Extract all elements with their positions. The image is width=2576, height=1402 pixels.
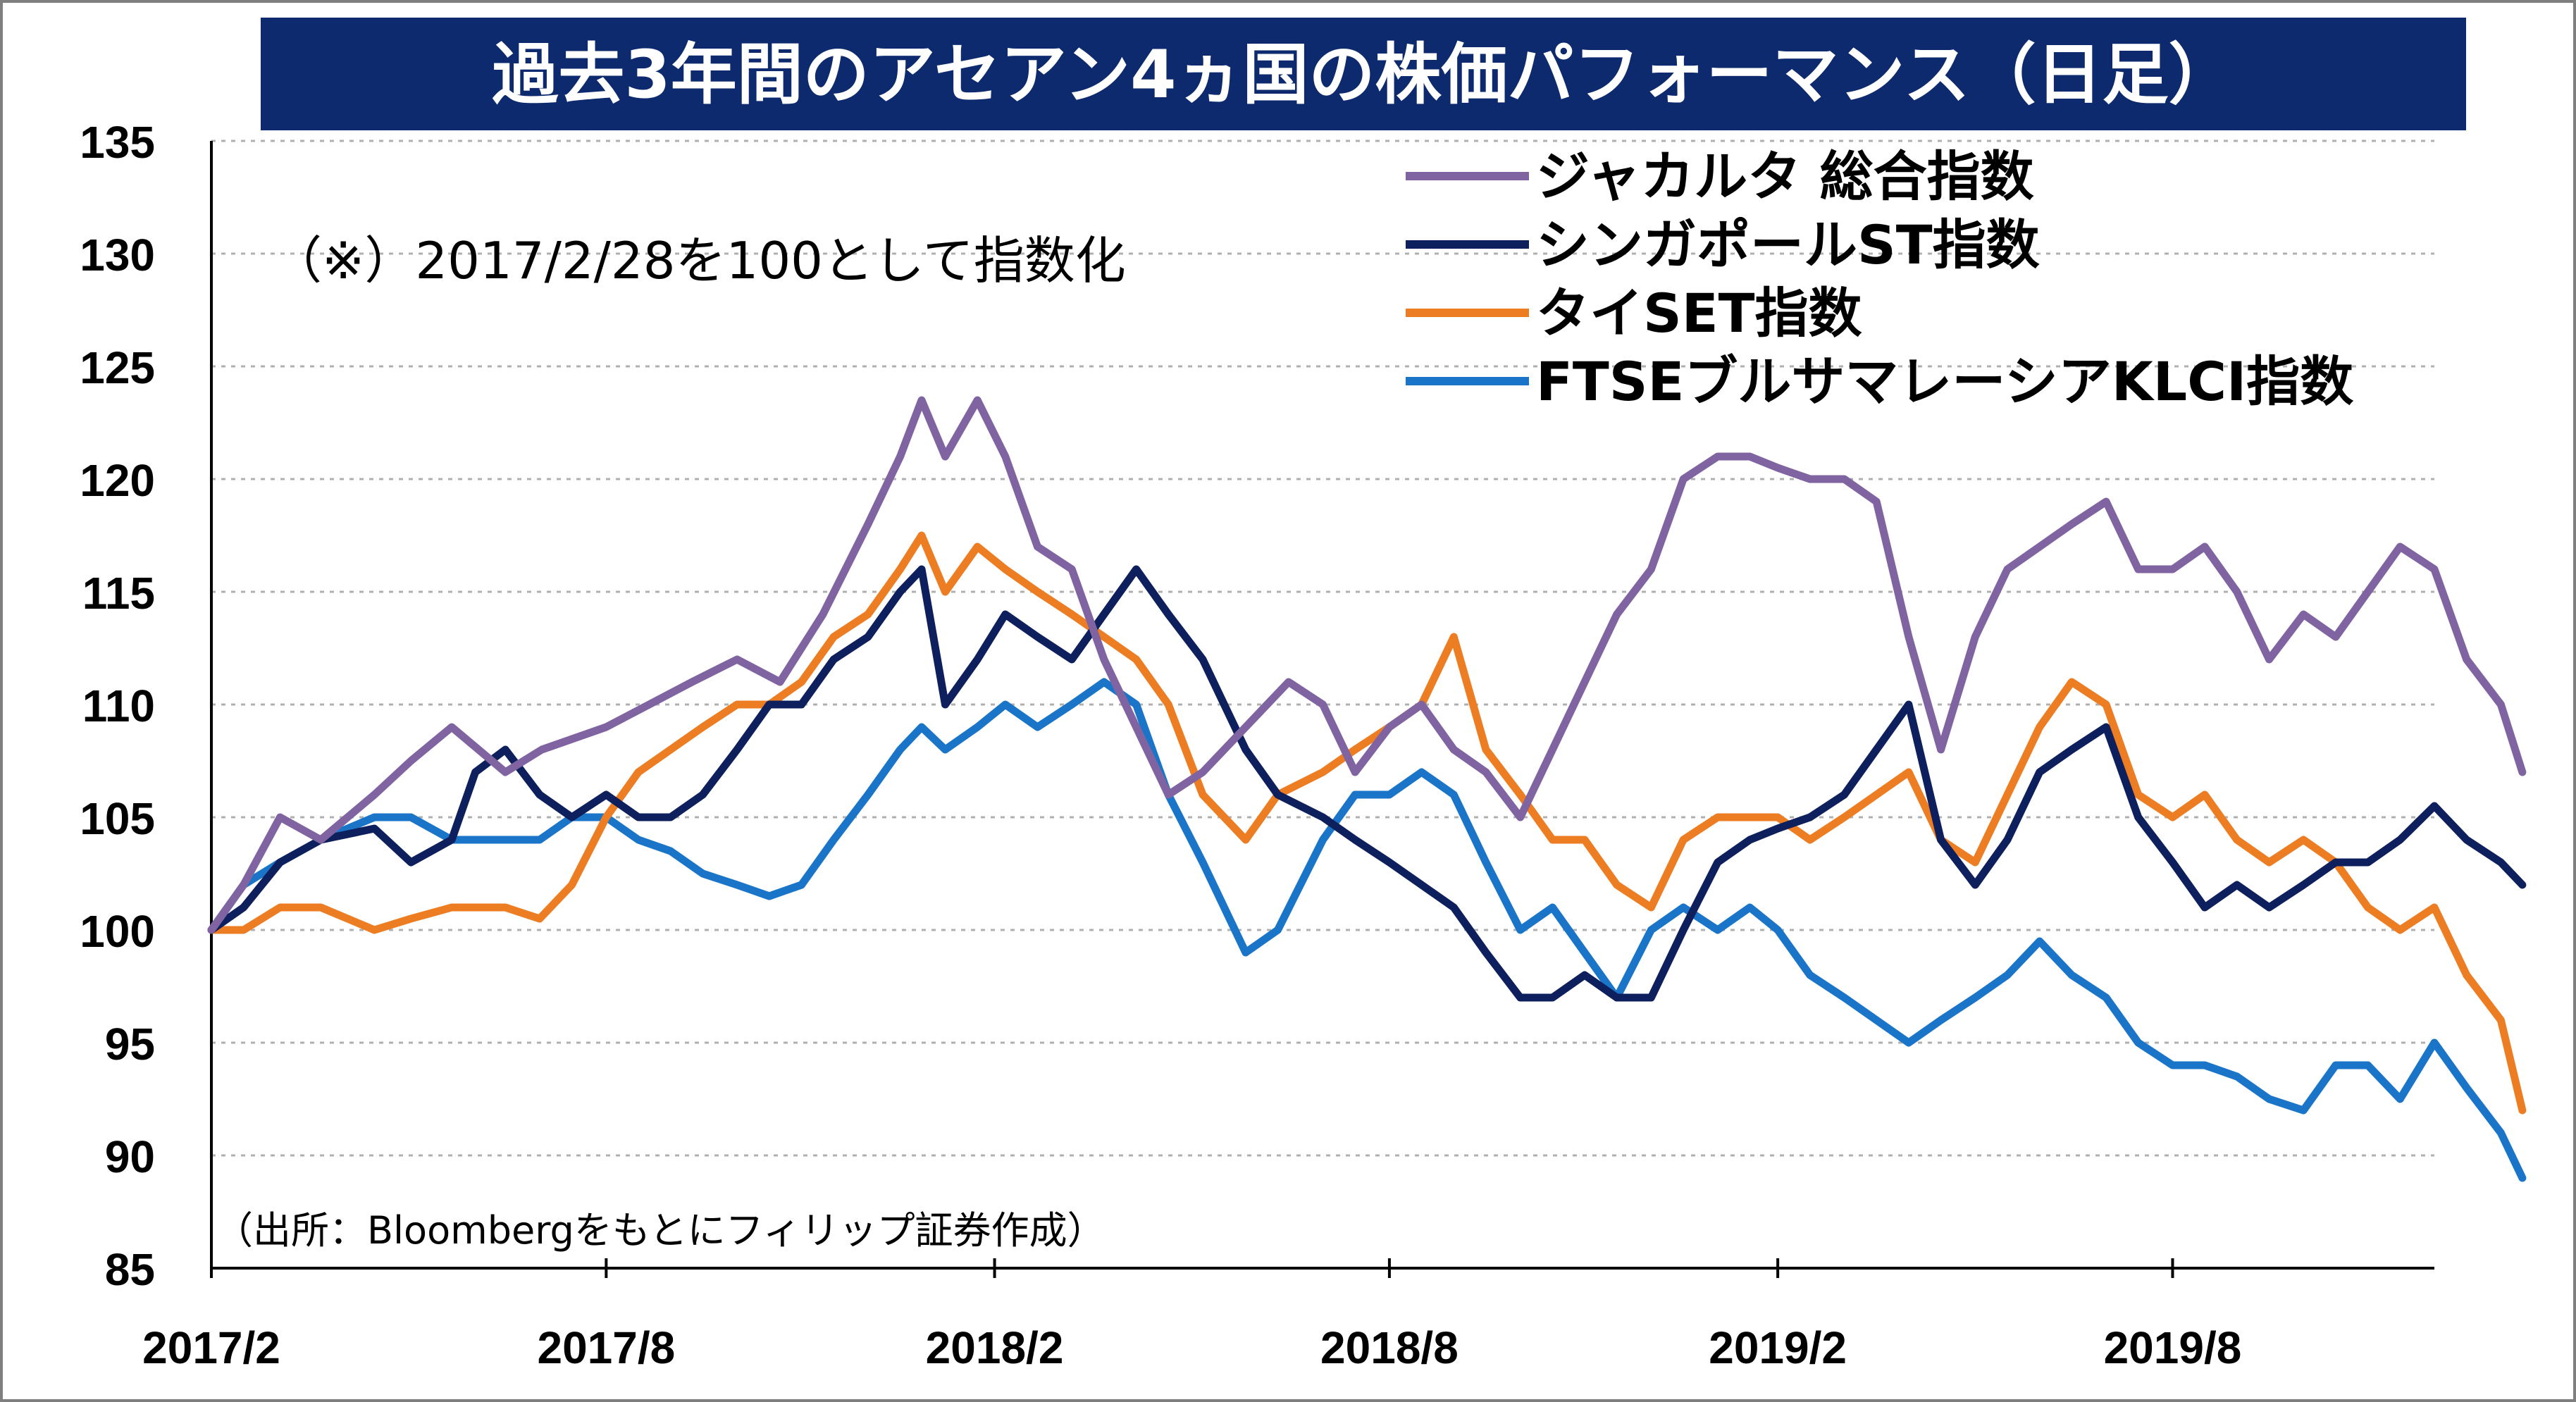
source-note: （出所：Bloombergをもとにフィリップ証券作成） xyxy=(215,1208,1106,1253)
series-line xyxy=(207,565,2527,1002)
y-axis: 85 90 95 100 105 110 115 120 125 130 135 xyxy=(80,117,2434,1295)
y-tick-label: 125 xyxy=(80,342,155,393)
series-lines xyxy=(207,396,2527,1182)
x-tick-label: 2018/2 xyxy=(926,1322,1064,1373)
legend-label: タイSET指数 xyxy=(1536,282,1862,345)
y-tick-label: 130 xyxy=(80,230,155,280)
y-tick-label: 120 xyxy=(80,455,155,506)
y-tick-label: 90 xyxy=(105,1131,155,1182)
x-tick-label: 2019/2 xyxy=(1709,1322,1847,1373)
index-note: （※）2017/2/28を100として指数化 xyxy=(271,231,1126,290)
y-tick-label: 110 xyxy=(82,681,155,731)
y-tick-label: 85 xyxy=(105,1244,155,1295)
x-axis: 2017/2 2017/8 2018/2 2018/8 2019/2 2019/8 xyxy=(142,1258,2241,1373)
y-tick-label: 95 xyxy=(105,1019,155,1069)
series-line xyxy=(207,396,2527,934)
y-tick-label: 105 xyxy=(80,793,155,844)
y-tick-label: 100 xyxy=(80,906,155,957)
series-line xyxy=(207,678,2527,1182)
title-banner xyxy=(261,18,2466,130)
y-tick-label: 135 xyxy=(80,117,155,168)
legend: ジャカルタ 総合指数シンガポールST指数タイSET指数FTSEブルサマレーシアK… xyxy=(1406,145,2353,413)
x-tick-label: 2018/8 xyxy=(1320,1322,1459,1373)
y-tick-label: 115 xyxy=(82,568,155,619)
chart-title: 過去3年間のアセアン4ヵ国の株価パフォーマンス（日足） xyxy=(492,37,2234,113)
legend-label: シンガポールST指数 xyxy=(1536,213,2040,276)
x-tick-label: 2017/2 xyxy=(142,1322,280,1373)
x-tick-label: 2019/8 xyxy=(2104,1322,2242,1373)
x-tick-label: 2017/8 xyxy=(537,1322,675,1373)
legend-label: FTSEブルサマレーシアKLCI指数 xyxy=(1536,350,2353,413)
legend-label: ジャカルタ 総合指数 xyxy=(1536,145,2034,208)
